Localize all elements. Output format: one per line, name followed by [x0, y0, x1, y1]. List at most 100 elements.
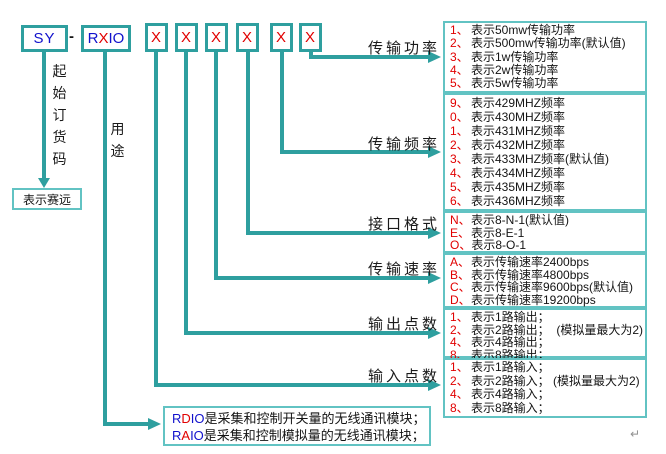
label-transmit-frequency: 传输频率 [367, 136, 440, 153]
group-item-row: E、 表示8-E-1 [450, 225, 643, 240]
item-text: 表示434MHZ频率 [471, 165, 566, 180]
item-text: 表示传输速率9600bps(默认值) [471, 280, 634, 295]
item-text: 表示431MHZ频率 [471, 123, 566, 138]
arrowhead-usage [148, 418, 161, 430]
item-text: 表示50mw传输功率 [471, 23, 576, 38]
usage-note-line-2: RAIO是采集和控制模拟量的无线通讯模块； [172, 427, 425, 444]
item-key: 1、 [450, 123, 469, 138]
item-text: 表示传输速率2400bps [471, 255, 590, 269]
item-key: 2、 [450, 322, 469, 337]
group-input-points: 1、 表示1路输入； 2、 表示2路输入； (模拟量最大为2) 4、 表示4路输入； 8、表… [443, 358, 647, 418]
item-text: 表示传输速率19200bps [471, 292, 596, 307]
group-output-points: 1、 表示1路输出； 2、 表示2路输出； (模拟量最大为2) 4、 表示4路输出； 8、表… [443, 308, 647, 361]
x-box-3: X [205, 23, 228, 52]
group-item-row: 5、 表示435MHZ频率 [450, 181, 643, 194]
x-box-1: X [145, 23, 168, 52]
group-item-row: 9、 表示429MHZ频率 [450, 97, 643, 110]
code-separator: - [69, 28, 74, 45]
group-item-row: 8、 表示8路输入； [450, 402, 643, 415]
group-item-row: O、 表示8-O-1 [450, 239, 643, 252]
group-item-row: D、 表示传输速率19200bps [450, 294, 643, 307]
group-item-row: 0、 表示430MHZ频率 [450, 111, 643, 124]
x-char: X [275, 29, 287, 46]
model-letter-r: R [87, 30, 99, 47]
group-item-row: N、 表示8-N-1(默认值) [450, 214, 643, 227]
usage-vertical-label: 用途 [110, 121, 125, 159]
item-text: 表示8-O-1 [471, 238, 527, 253]
item-key: 1、 [450, 360, 469, 375]
group-item-row: 5、 表示5w传输功率 [450, 77, 643, 90]
x-char: X [150, 29, 162, 46]
x-char: X [241, 29, 253, 46]
item-key: O、 [450, 238, 472, 253]
item-key: 2、 [450, 36, 469, 51]
item-key: 4、 [450, 165, 469, 180]
group-transmit-frequency: 9、 表示429MHZ频率 0、 表示430MHZ频率 1、 表示431MHZ频率 2、 表示… [443, 93, 647, 211]
item-text: 表示8-N-1(默认值) [471, 213, 569, 227]
group-item-row: 8、 表示8路输出； [450, 349, 643, 362]
group-item-row: 1、 表示50mw传输功率 [450, 24, 643, 37]
group-transmit-rate: A、 表示传输速率2400bps B、 表示传输速率4800bps C、 表示传输速率96… [443, 253, 647, 308]
code-prefix-text: SY [33, 30, 56, 47]
item-key: 3、 [450, 151, 469, 166]
item-key: 4、 [450, 335, 469, 350]
group-item-row: 2、 表示500mw传输功率(默认值) [450, 37, 643, 50]
connector-x5-horizontal [280, 150, 428, 154]
item-text: 表示1路输出； [471, 310, 550, 324]
item-key: 3、 [450, 49, 469, 64]
label-interface-format: 接口格式 [367, 216, 440, 233]
item-text: 表示8-E-1 [471, 225, 525, 240]
x-char: X [210, 29, 222, 46]
group-item-row: 4、 表示4路输出； [450, 336, 643, 349]
usage-note-line-1: RDIO是采集和控制开关量的无线通讯模块； [172, 410, 426, 427]
group-item-row: B、 表示传输速率4800bps [450, 268, 643, 282]
item-key: 8、 [450, 400, 469, 415]
item-key: C、 [450, 280, 471, 295]
group-item-row: 1、 表示1路输出； [450, 311, 643, 324]
x-box-5: X [270, 23, 293, 52]
label-transmit-power: 传输功率 [367, 40, 440, 57]
item-key: 0、 [450, 109, 469, 124]
x-box-4: X [236, 23, 259, 52]
item-key: 1、 [450, 310, 469, 324]
item-text: 表示2路输出； (模拟量最大为2) [471, 322, 644, 337]
arrowhead-x5 [428, 146, 441, 158]
x-char: X [180, 29, 192, 46]
item-key: 1、 [450, 23, 469, 38]
connector-sy-vertical [42, 50, 46, 180]
connector-usage-vertical [103, 50, 107, 426]
arrowhead-x6 [428, 51, 441, 63]
connector-x5-vertical [280, 51, 284, 154]
item-key: 8、 [450, 347, 469, 362]
group-item-row: 6、 表示436MHZ频率 [450, 195, 643, 208]
usage-note-box: RDIO是采集和控制开关量的无线通讯模块； RAIO是采集和控制模拟量的无线通讯… [163, 406, 431, 446]
item-text: 表示2w传输功率 [471, 62, 559, 77]
item-text: 表示4路输出； [471, 335, 550, 350]
item-text: 表示1路输入； [471, 360, 550, 375]
item-text: 表示430MHZ频率 [471, 109, 566, 124]
arrowhead-sy-down [38, 178, 50, 188]
connector-x6-horizontal [309, 55, 428, 59]
note2-lead: R [172, 428, 182, 443]
item-key: E、 [450, 225, 471, 240]
label-output-points: 输出点数 [367, 316, 440, 333]
item-text: 表示432MHZ频率 [471, 137, 566, 152]
start-code-result-box: 表示赛远 [12, 188, 82, 210]
item-key: 6、 [450, 193, 469, 208]
connector-x1-horizontal [154, 383, 428, 387]
connector-x4-horizontal [246, 231, 428, 235]
group-interface-format: N、 表示8-N-1(默认值) E、 表示8-E-1 O、 表示8-O-1 [443, 211, 647, 253]
note2-rest: 是采集和控制模拟量的无线通讯模块； [203, 428, 425, 443]
code-prefix-box: SY [21, 25, 68, 52]
item-text: 表示429MHZ频率 [471, 95, 566, 110]
note1-tail: IO [190, 411, 205, 426]
item-text: 表示433MHZ频率(默认值) [471, 151, 610, 166]
item-key: 9、 [450, 95, 469, 110]
item-key: 5、 [450, 179, 469, 194]
item-key: D、 [450, 292, 471, 307]
item-key: 4、 [450, 387, 469, 402]
group-item-row: 1、 表示431MHZ频率 [450, 125, 643, 138]
group-item-row: C、 表示传输速率9600bps(默认值) [450, 281, 643, 294]
